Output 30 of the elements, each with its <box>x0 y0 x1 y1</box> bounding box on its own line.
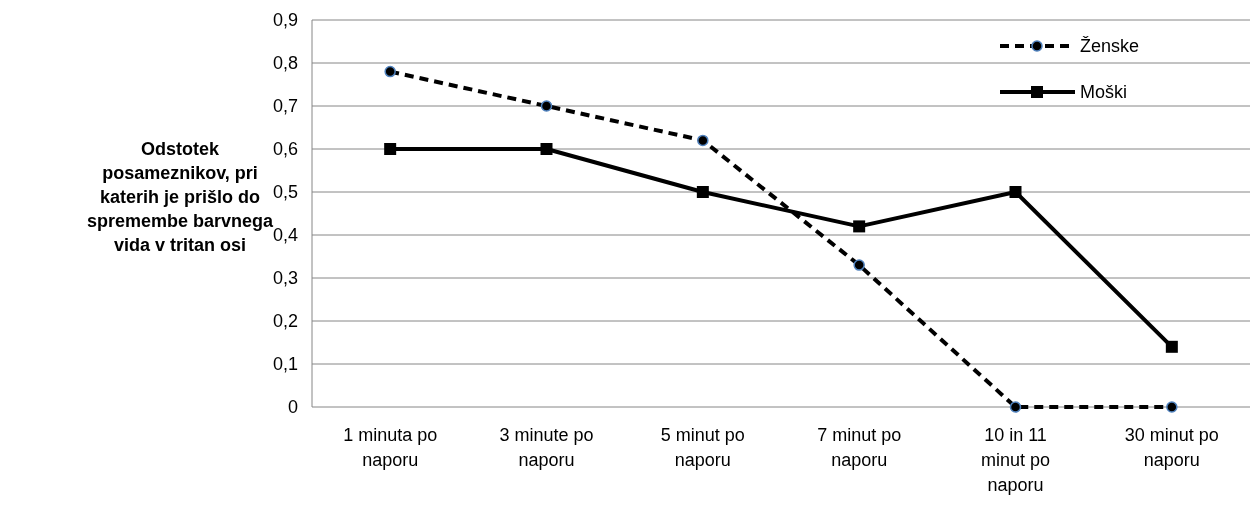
y-tick-label: 0,2 <box>272 311 298 332</box>
legend-label: Ženske <box>1080 36 1140 57</box>
point <box>1009 401 1022 413</box>
point <box>384 143 397 155</box>
point <box>853 259 865 271</box>
y-tick-label: 0,4 <box>272 225 298 246</box>
point <box>697 134 709 147</box>
point <box>540 100 553 112</box>
x-tick-label: 5 minut po naporu <box>660 425 745 470</box>
point <box>1009 186 1022 198</box>
y-tick-label: 0,3 <box>272 268 298 289</box>
point <box>1166 401 1178 413</box>
y-tick-label: 0,8 <box>272 53 298 74</box>
point <box>540 143 553 155</box>
y-tick-label: 0,7 <box>272 96 298 117</box>
y-tick-label: 0 <box>287 397 298 418</box>
y-tick-label: 0,1 <box>272 354 298 375</box>
point <box>384 65 396 78</box>
x-tick-label: 10 in 11 minut po naporu <box>980 425 1051 495</box>
x-tick-label: 30 minut po naporu <box>1124 425 1219 470</box>
x-tick-label: 1 minuta po naporu <box>343 425 438 470</box>
y-tick-label: 0,9 <box>272 10 298 31</box>
y-tick-label: 0,5 <box>272 182 298 203</box>
point <box>1165 340 1178 353</box>
x-tick-label: 3 minute po naporu <box>499 425 594 470</box>
y-tick-label: 0,6 <box>272 139 298 160</box>
point <box>853 220 866 233</box>
legend-label: Moški <box>1080 82 1128 103</box>
x-tick-label: 7 minut po naporu <box>817 425 902 470</box>
point <box>696 186 709 198</box>
